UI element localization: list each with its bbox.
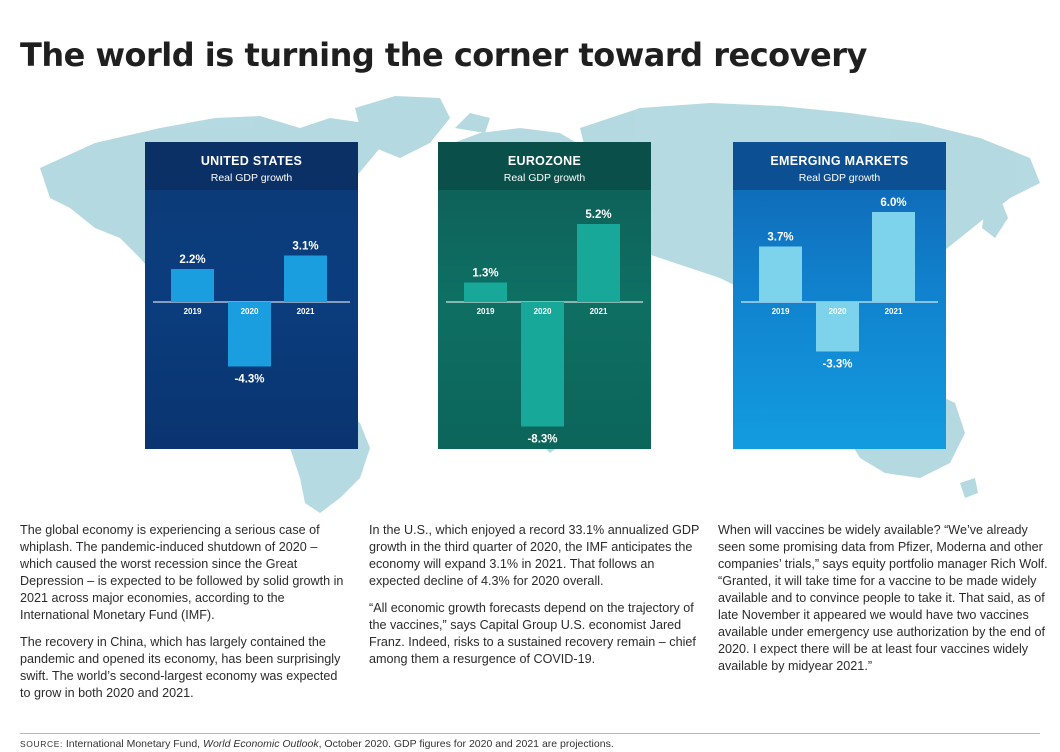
category-label: 2020 xyxy=(241,307,259,316)
bar-2019 xyxy=(464,282,507,302)
value-label: -8.3% xyxy=(527,434,557,446)
panel-header xyxy=(145,142,358,190)
value-label: 3.1% xyxy=(292,241,318,253)
footer-divider xyxy=(20,733,1040,734)
panel-header xyxy=(733,142,946,190)
bar-2020 xyxy=(816,302,859,352)
body-column-1: The global economy is experiencing a ser… xyxy=(20,522,350,712)
bar-2020 xyxy=(521,302,564,427)
value-label: 3.7% xyxy=(767,232,793,244)
category-label: 2020 xyxy=(829,307,847,316)
bar-2019 xyxy=(171,269,214,302)
source-label: SOURCE: xyxy=(20,739,63,749)
category-label: 2019 xyxy=(477,307,495,316)
united-states-panel: UNITED STATES Real GDP growth 2019 2.2% 20… xyxy=(145,142,358,449)
emerging-markets-panel: EMERGING MARKETS Real GDP growth 2019 3.7… xyxy=(733,142,946,449)
bar-2021 xyxy=(577,224,620,302)
panel-title: EUROZONE xyxy=(507,154,582,168)
source-note: SOURCE: International Monetary Fund, Wor… xyxy=(20,738,614,750)
panel-title: UNITED STATES xyxy=(200,154,303,168)
body-column-2: In the U.S., which enjoyed a record 33.1… xyxy=(369,522,704,678)
emerging-markets-gdp-chart: 2019 3.7% 2020 -3.3% 2021 6.0% xyxy=(741,197,938,371)
panel-subtitle: Real GDP growth xyxy=(798,172,881,184)
value-label: 6.0% xyxy=(880,197,906,209)
value-label: -3.3% xyxy=(822,359,852,371)
eurozone-gdp-chart: 2019 1.3% 2020 -8.3% 2021 5.2% xyxy=(446,209,643,446)
panel-header xyxy=(438,142,651,190)
paragraph: “All economic growth forecasts depend on… xyxy=(369,601,696,666)
paragraph: In the U.S., which enjoyed a record 33.1… xyxy=(369,523,700,588)
panel-subtitle: Real GDP growth xyxy=(503,172,586,184)
paragraph: The global economy is experiencing a ser… xyxy=(20,523,344,622)
category-label: 2021 xyxy=(590,307,608,316)
us-gdp-chart: 2019 2.2% 2020 -4.3% 2021 3.1% xyxy=(153,241,350,386)
paragraph: When will vaccines be widely available? … xyxy=(718,523,1048,673)
page-title: The world is turning the corner toward r… xyxy=(20,36,867,74)
source-publication: World Economic Outlook xyxy=(203,738,319,750)
category-label: 2019 xyxy=(772,307,790,316)
category-label: 2019 xyxy=(184,307,202,316)
bar-2019 xyxy=(759,246,802,302)
source-text: International Monetary Fund, xyxy=(65,738,201,750)
eurozone-panel: EUROZONE Real GDP growth 2019 1.3% 2020 -8.… xyxy=(438,142,651,449)
paragraph: The recovery in China, which has largely… xyxy=(20,635,341,700)
value-label: 2.2% xyxy=(179,254,205,266)
category-label: 2020 xyxy=(534,307,552,316)
panel-title: EMERGING MARKETS xyxy=(770,154,909,168)
bar-2021 xyxy=(872,212,915,302)
bar-2020 xyxy=(228,302,271,367)
panel-subtitle: Real GDP growth xyxy=(210,172,293,184)
category-label: 2021 xyxy=(885,307,903,316)
category-label: 2021 xyxy=(297,307,315,316)
value-label: 5.2% xyxy=(585,209,611,221)
value-label: 1.3% xyxy=(472,268,498,280)
value-label: -4.3% xyxy=(234,374,264,386)
source-text-after: , October 2020. GDP figures for 2020 and… xyxy=(318,738,614,750)
bar-2021 xyxy=(284,255,327,302)
body-column-3: When will vaccines be widely available? … xyxy=(718,522,1048,685)
